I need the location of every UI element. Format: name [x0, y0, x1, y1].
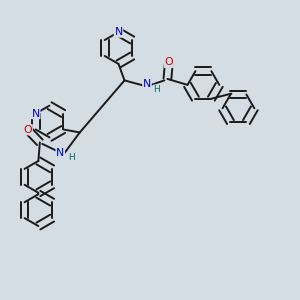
Text: N: N [56, 148, 64, 158]
Text: N: N [32, 109, 40, 118]
Text: N: N [114, 27, 123, 37]
Text: N: N [143, 79, 151, 89]
Text: H: H [153, 85, 160, 94]
Text: O: O [165, 57, 173, 68]
Text: O: O [24, 125, 32, 135]
Text: H: H [68, 153, 75, 162]
